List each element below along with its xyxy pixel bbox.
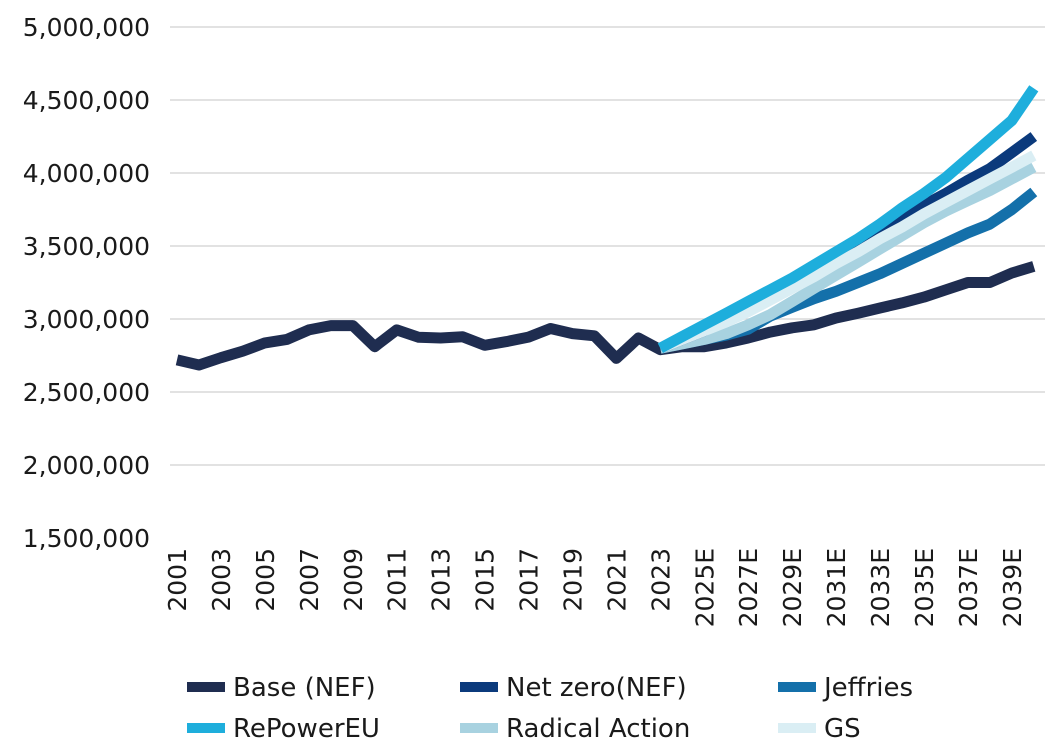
legend-item: Jeffries [778, 673, 913, 703]
x-tick-label: 2013 [427, 548, 456, 612]
x-tick-label: 2003 [207, 548, 236, 612]
legend-item: GS [778, 714, 861, 744]
series-lines [175, 85, 1039, 371]
x-tick-label: 2015 [471, 548, 500, 612]
x-tick-label: 2025E [690, 548, 719, 627]
x-tick-label: 2039E [998, 548, 1027, 627]
y-tick-label: 4,500,000 [23, 86, 150, 115]
y-tick-label: 5,000,000 [23, 13, 150, 42]
legend-label: Jeffries [822, 673, 913, 703]
gridlines [170, 26, 1045, 466]
x-tick-label: 2001 [163, 548, 192, 612]
legend-item: Base (NEF) [187, 673, 376, 703]
series-line-base-nef- [175, 261, 1036, 371]
x-tick-label: 2037E [954, 548, 983, 627]
x-axis: 2001 2003 2005 2007 2009 2011 2013 2015 2017 2019… [163, 548, 1027, 627]
y-tick-label: 2,000,000 [23, 451, 150, 480]
x-tick-label: 2019 [558, 548, 587, 612]
legend-label: Net zero(NEF) [506, 673, 687, 703]
legend-label: Radical Action [506, 714, 690, 744]
x-tick-label: 2011 [383, 548, 412, 612]
legend-swatch [460, 682, 498, 692]
legend-item: Net zero(NEF) [460, 673, 687, 703]
x-tick-label: 2027E [734, 548, 763, 627]
series-line-repowereu [657, 85, 1039, 354]
x-tick-label: 2021 [602, 548, 631, 612]
x-tick-label: 2007 [295, 548, 324, 612]
x-tick-label: 2017 [515, 548, 544, 612]
y-tick-label: 2,500,000 [23, 378, 150, 407]
series-line-radical-action [659, 162, 1037, 354]
legend-swatch [187, 723, 225, 733]
y-tick-label: 4,000,000 [23, 159, 150, 188]
legend-swatch [778, 723, 816, 733]
legend-item: Radical Action [460, 714, 690, 744]
x-tick-label: 2023 [646, 548, 675, 612]
legend-label: Base (NEF) [233, 673, 376, 703]
legend-swatch [778, 682, 816, 692]
x-tick-label: 2009 [339, 548, 368, 612]
y-tick-label: 3,500,000 [23, 232, 150, 261]
legend-label: RePowerEU [233, 714, 380, 744]
y-tick-label: 3,000,000 [23, 305, 150, 334]
y-axis: 1,500,000 2,000,000 2,500,000 3,000,000 3,50… [23, 13, 150, 553]
legend-item: RePowerEU [187, 714, 380, 744]
x-tick-label: 2031E [822, 548, 851, 627]
x-tick-label: 2005 [251, 548, 280, 612]
x-tick-label: 2029E [778, 548, 807, 627]
legend: Base (NEF) Net zero(NEF) Jeffries RePowerEU… [187, 673, 913, 744]
legend-label: GS [824, 714, 861, 744]
x-tick-label: 2035E [910, 548, 939, 627]
legend-swatch [187, 682, 225, 692]
series-line-gs [658, 150, 1037, 354]
y-tick-label: 1,500,000 [23, 524, 150, 553]
legend-swatch [460, 723, 498, 733]
x-tick-label: 2033E [866, 548, 895, 627]
